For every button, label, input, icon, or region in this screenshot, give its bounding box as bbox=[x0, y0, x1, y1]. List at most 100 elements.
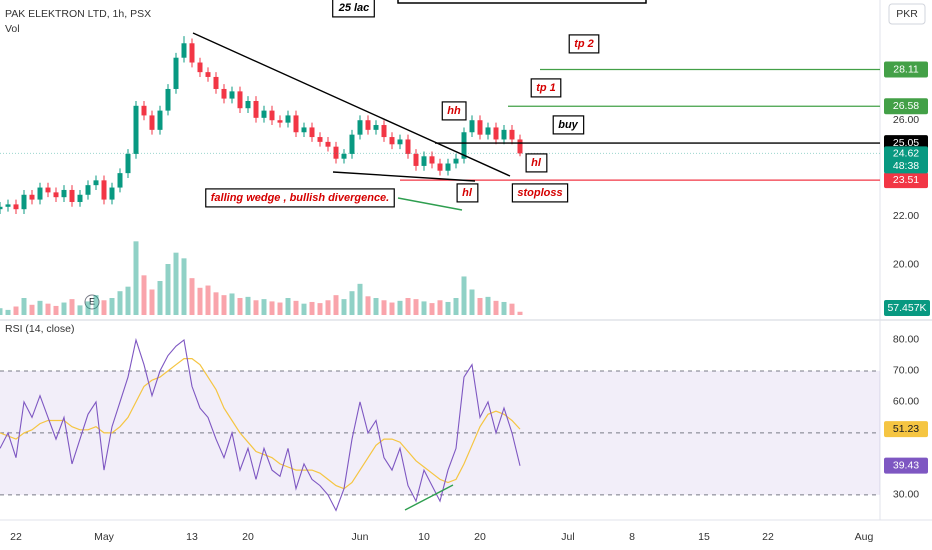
candle-body bbox=[517, 139, 523, 154]
annotation: 25 lac bbox=[338, 2, 370, 14]
volume-bar bbox=[269, 301, 275, 315]
volume-bar bbox=[245, 296, 251, 315]
candle-body bbox=[53, 192, 59, 198]
candle-body bbox=[245, 100, 251, 109]
currency[interactable]: PKR bbox=[896, 8, 918, 20]
candle-body bbox=[357, 120, 363, 135]
candle-body bbox=[437, 163, 443, 171]
annotation: hh bbox=[447, 105, 461, 117]
candle-body bbox=[389, 137, 395, 145]
volume-bar bbox=[165, 264, 171, 315]
volume-bar bbox=[453, 298, 459, 315]
candle-body bbox=[333, 146, 339, 159]
volume-bar bbox=[325, 300, 331, 315]
candle-body bbox=[429, 156, 435, 164]
volume-bar bbox=[53, 305, 59, 315]
volume-bar bbox=[493, 300, 499, 315]
volume-bar bbox=[309, 301, 315, 315]
volume-bar bbox=[277, 302, 283, 315]
candle-body bbox=[0, 206, 3, 210]
volume-bar bbox=[421, 301, 427, 315]
candle-body bbox=[205, 72, 211, 77]
candle-body bbox=[365, 120, 371, 130]
annotation-box bbox=[441, 101, 467, 121]
volume-label: 57.457K bbox=[887, 302, 926, 314]
volume-bar bbox=[301, 303, 307, 315]
volume-bar bbox=[405, 298, 411, 315]
candle-body bbox=[93, 180, 99, 186]
x-tick-label: 22 bbox=[10, 531, 22, 543]
candle-body bbox=[301, 127, 307, 133]
volume-bar bbox=[285, 298, 291, 315]
x-tick-label: 20 bbox=[474, 531, 486, 543]
last-price-box bbox=[884, 146, 928, 174]
volume-bar bbox=[181, 258, 187, 315]
volume-bar bbox=[37, 300, 43, 315]
earnings-icon: E bbox=[89, 296, 95, 306]
volume-bar bbox=[373, 298, 379, 315]
candle-body bbox=[445, 163, 451, 171]
candle-body bbox=[125, 153, 131, 174]
candle-body bbox=[29, 194, 35, 200]
volume-bar bbox=[469, 289, 475, 315]
annotation-box bbox=[205, 188, 395, 208]
volume-bar bbox=[477, 298, 483, 315]
volume-bar bbox=[253, 300, 259, 315]
candle-body bbox=[341, 153, 347, 159]
rsi-label: 51.23 bbox=[893, 423, 919, 435]
earnings-badge[interactable] bbox=[84, 294, 100, 310]
candle-body bbox=[405, 139, 411, 154]
annotation-box bbox=[552, 115, 585, 135]
volume-bar bbox=[133, 241, 139, 315]
annotation: tp 1 bbox=[536, 82, 556, 94]
volume-bar bbox=[213, 292, 219, 315]
candle-body bbox=[133, 105, 139, 154]
layout: E bbox=[0, 0, 932, 521]
rsi-label-box bbox=[884, 421, 928, 438]
x-tick-label: Jul bbox=[561, 531, 574, 543]
candle-body bbox=[157, 110, 163, 130]
x-tick-label: 20 bbox=[242, 531, 254, 543]
candle-body bbox=[237, 91, 243, 109]
candle-body bbox=[469, 120, 475, 133]
rsi-line bbox=[0, 337, 521, 512]
note-box bbox=[397, 0, 647, 4]
volume-bar bbox=[381, 300, 387, 315]
candle-body bbox=[381, 125, 387, 138]
x-tick-label: 22 bbox=[762, 531, 774, 543]
level-label: 26.58 bbox=[893, 100, 919, 112]
candle-body bbox=[69, 189, 75, 202]
volume-bar bbox=[437, 300, 443, 315]
rsi-label-box bbox=[884, 457, 928, 474]
volume-bar bbox=[341, 299, 347, 315]
candle-body bbox=[453, 158, 459, 164]
volume-bar bbox=[237, 298, 243, 315]
annotation-box bbox=[525, 153, 548, 173]
volume-bar bbox=[45, 303, 51, 315]
trend-line bbox=[397, 197, 463, 211]
x-tick-label: 8 bbox=[629, 531, 635, 543]
volume-bar bbox=[109, 298, 115, 315]
volume-bar bbox=[141, 275, 147, 315]
volume-bar bbox=[189, 278, 195, 315]
candle-body bbox=[485, 127, 491, 135]
volume-title: Vol bbox=[5, 23, 20, 35]
volume-bar bbox=[149, 289, 155, 315]
volume-bar bbox=[101, 300, 107, 315]
level-label: 25.05 bbox=[893, 137, 919, 149]
trend-line bbox=[192, 32, 511, 177]
volume-bar bbox=[205, 285, 211, 315]
candle-body bbox=[77, 194, 83, 202]
volume-bar bbox=[221, 295, 227, 315]
volume-bar bbox=[125, 286, 131, 315]
x-tick-label: May bbox=[94, 531, 115, 543]
y-tick-label: 30.00 bbox=[893, 489, 919, 501]
annotation-box bbox=[511, 183, 569, 203]
volume-bar bbox=[461, 276, 467, 315]
volume-bar bbox=[501, 301, 507, 315]
rsi-label: 39.43 bbox=[893, 459, 919, 471]
y-tick-label: 20.00 bbox=[893, 258, 919, 270]
annotation-box bbox=[568, 34, 600, 54]
currency-box[interactable] bbox=[888, 3, 926, 25]
